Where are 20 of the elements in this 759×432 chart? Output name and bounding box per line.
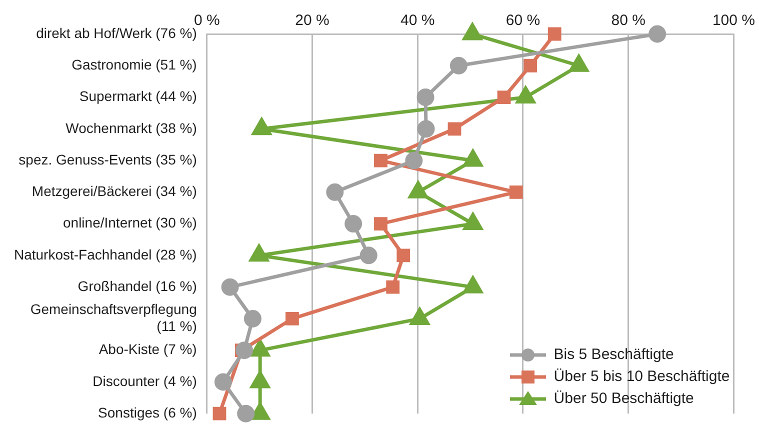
legend-label: Bis 5 Beschäftigte bbox=[554, 344, 674, 365]
x-tick-label: 20 % bbox=[295, 12, 330, 30]
y-tick-label: Supermarkt (44 %) bbox=[79, 88, 197, 104]
legend-label: Über 5 bis 10 Beschäftigte bbox=[554, 366, 730, 387]
x-tick-label: 40 % bbox=[400, 12, 435, 30]
y-tick-label: Gastronomie (51 %) bbox=[72, 56, 197, 72]
x-tick-label: 80 % bbox=[611, 12, 646, 30]
y-tick-label: spez. Genuss-Events (35 %) bbox=[18, 151, 197, 168]
y-tick-label: Metzgerei/Bäckerei (34 %) bbox=[32, 183, 197, 200]
y-tick-label: Abo-Kiste (7 %) bbox=[98, 341, 197, 358]
y-tick-label: Großhandel (16 %) bbox=[78, 278, 197, 294]
x-tick-label: 100 % bbox=[712, 12, 756, 30]
y-tick-label: Sonstiges (6 %) bbox=[98, 404, 197, 420]
y-tick-label: online/Internet (30 %) bbox=[63, 214, 197, 231]
y-tick-label: Wochenmarkt (38 %) bbox=[66, 120, 197, 136]
y-tick-label: Gemeinschaftsverpflegung (11 %) bbox=[30, 301, 197, 334]
y-tick-label: Naturkost-Fachhandel (28 %) bbox=[14, 246, 197, 262]
x-tick-label: 60 % bbox=[506, 12, 540, 30]
legend-label: Über 50 Beschäftigte bbox=[554, 388, 694, 409]
y-tick-label: Discounter (4 %) bbox=[92, 372, 197, 389]
